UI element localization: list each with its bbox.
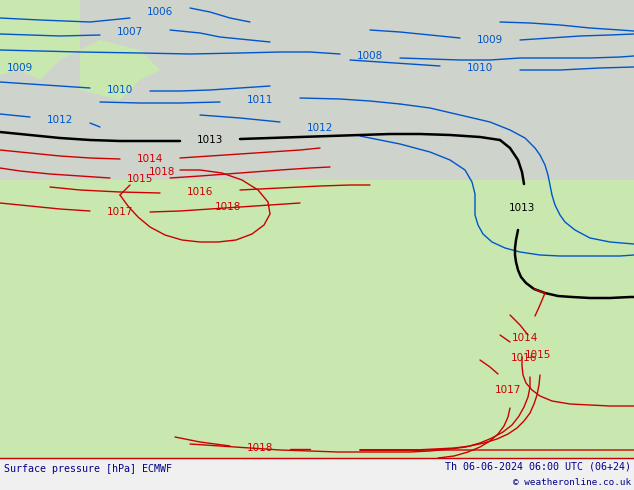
Text: 1012: 1012 (307, 123, 333, 133)
Bar (0, 458, 634, 490)
Text: Th 06-06-2024 06:00 UTC (06+24): Th 06-06-2024 06:00 UTC (06+24) (445, 462, 631, 472)
Text: 1015: 1015 (127, 174, 153, 184)
Text: 1009: 1009 (477, 35, 503, 45)
Bar (0, 0, 634, 180)
Text: 1012: 1012 (47, 115, 73, 125)
Text: 1013: 1013 (197, 135, 223, 145)
Text: 1017: 1017 (495, 385, 521, 395)
Text: © weatheronline.co.uk: © weatheronline.co.uk (513, 478, 631, 488)
Text: 1008: 1008 (357, 51, 383, 61)
Text: 1018: 1018 (215, 202, 241, 212)
Text: 1011: 1011 (247, 95, 273, 105)
Text: 1014: 1014 (512, 333, 538, 343)
Text: 1016: 1016 (511, 353, 537, 363)
Text: 1010: 1010 (467, 63, 493, 73)
Text: 1016: 1016 (187, 187, 213, 197)
Text: 1009: 1009 (7, 63, 33, 73)
Text: 1018: 1018 (247, 443, 273, 453)
Text: 1006: 1006 (147, 7, 173, 17)
Text: 1017: 1017 (107, 207, 133, 217)
Text: 1013: 1013 (509, 203, 535, 213)
Text: 1014: 1014 (137, 154, 163, 164)
Polygon shape (0, 0, 160, 180)
Text: Surface pressure [hPa] ECMWF: Surface pressure [hPa] ECMWF (4, 464, 172, 474)
Text: 1007: 1007 (117, 27, 143, 37)
Text: 1018: 1018 (149, 167, 175, 177)
Text: 1010: 1010 (107, 85, 133, 95)
Text: 1015: 1015 (525, 350, 551, 360)
